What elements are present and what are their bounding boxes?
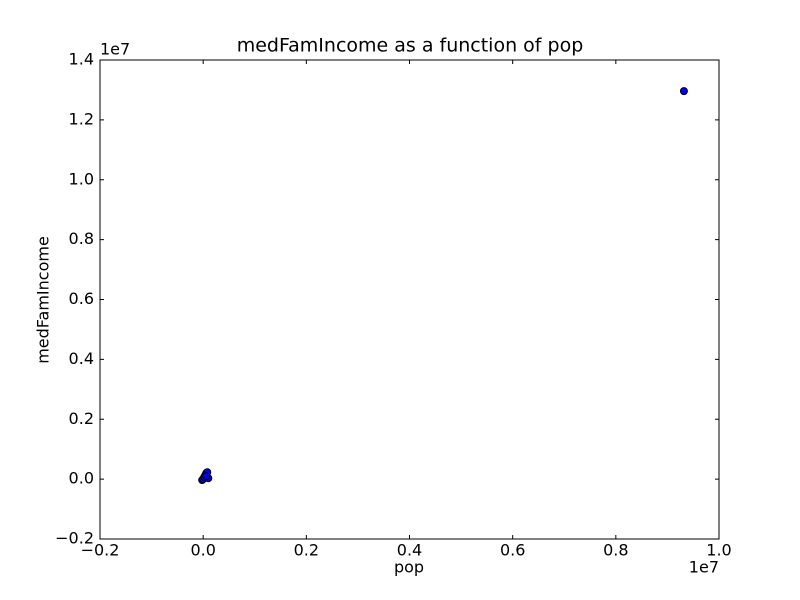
chart-title: medFamIncome as a function of pop: [237, 35, 584, 57]
y-tick-label: 1.2: [69, 109, 94, 128]
y-tick-label: 0.0: [69, 469, 94, 488]
y-tick-label: 0.8: [69, 229, 94, 248]
y-tick-label: 1.4: [69, 50, 94, 69]
y-tick-label: −0.2: [55, 529, 94, 548]
x-tick-label: −0.2: [81, 541, 120, 560]
x-offset-label: 1e7: [689, 558, 719, 577]
point: [679, 87, 688, 96]
x-tick-label: 0.0: [190, 541, 215, 560]
y-tick-label: 0.2: [69, 409, 94, 428]
y-tick-label: 0.6: [69, 289, 94, 308]
plot-frame: [99, 59, 720, 540]
x-tick-label: 0.2: [294, 541, 319, 560]
y-offset-label: 1e7: [100, 40, 130, 59]
x-tick-label: 1.0: [706, 541, 731, 560]
x-tick-label: 0.4: [397, 541, 422, 560]
x-axis-label: pop: [394, 558, 424, 577]
y-tick-label: 0.4: [69, 349, 94, 368]
x-tick-label: 0.6: [500, 541, 525, 560]
y-tick-label: 1.0: [69, 169, 94, 188]
x-tick-label: 0.8: [603, 541, 628, 560]
y-axis-label: medFamIncome: [34, 236, 53, 364]
point: [202, 472, 211, 481]
